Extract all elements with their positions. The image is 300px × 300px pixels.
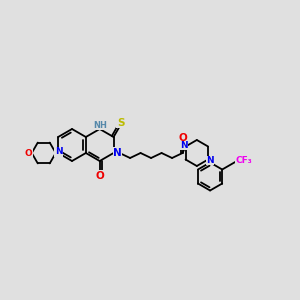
Text: O: O	[25, 148, 33, 158]
Text: NH: NH	[93, 121, 107, 130]
Text: O: O	[95, 171, 104, 181]
Text: N: N	[113, 148, 122, 158]
Text: N: N	[206, 156, 214, 165]
Text: CF₃: CF₃	[236, 156, 252, 165]
Text: N: N	[180, 141, 188, 150]
Text: O: O	[178, 133, 187, 143]
Text: S: S	[117, 118, 124, 128]
Text: N: N	[55, 148, 63, 157]
